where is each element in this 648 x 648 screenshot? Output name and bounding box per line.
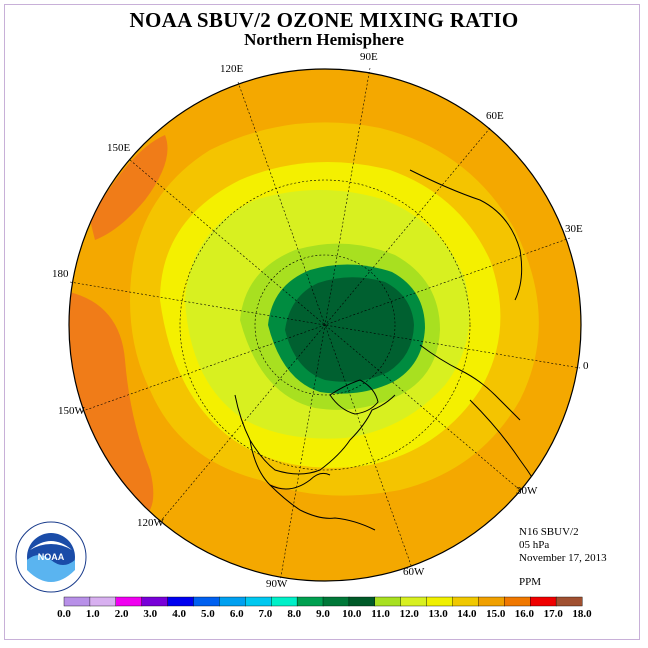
scale-tick-label: 4.0 [172,608,186,620]
scale-swatch [452,596,479,607]
scale-swatch [374,596,402,607]
scale-swatch [400,596,428,607]
info-date: November 17, 2013 [519,552,607,564]
scale-tick-label: 10.0 [342,608,362,620]
scale-tick-label: 3.0 [143,608,158,620]
info-level: 05 hPa [519,539,550,551]
lon-label-30e: 30E [565,223,583,235]
lon-label-150e: 150E [107,142,131,154]
info-instrument: N16 SBUV/2 [519,526,579,538]
scale-swatch [89,596,117,607]
scale-swatch [271,596,298,607]
map-boundary [68,68,582,582]
scale-swatch [245,596,272,607]
map-subtitle: Northern Hemisphere [244,30,404,49]
color-scale-swatches [63,596,583,607]
coast-gulf [249,439,331,490]
scale-tick-label: 12.0 [399,608,419,620]
noaa-logo: NOAA [15,521,87,593]
map-title: NOAA SBUV/2 OZONE MIXING RATIO [129,8,519,32]
scale-tick-label: 18.0 [572,608,592,620]
scale-tick-label: 15.0 [486,608,506,620]
scale-tick-label: 0.0 [57,608,71,620]
scale-tick-label: 2.0 [114,608,129,620]
scale-swatch [348,596,376,607]
meridian-150e-30w [129,159,521,491]
info-unit: PPM [519,576,542,588]
scale-tick-label: 8.0 [287,608,302,620]
scale-tick-label: 11.0 [371,608,390,620]
coast-europe [419,344,521,421]
lat-circle-inner [254,254,396,396]
noaa-logo-text: NOAA [38,552,65,562]
meridian-60e-120w [159,127,491,523]
scale-swatch [296,596,324,607]
scale-swatch [478,596,505,607]
graticule [69,67,581,583]
scale-tick-label: 17.0 [543,608,563,620]
scale-tick-label: 7.0 [258,608,273,620]
meridian-30e-150w [79,237,571,413]
lon-label-90w: 90W [266,578,288,590]
scale-tick-label: 13.0 [428,608,448,620]
scale-swatch [63,596,91,607]
scale-swatch [193,596,220,607]
scale-swatch [555,596,583,607]
scale-swatch [530,596,557,607]
scale-tick-label: 6.0 [229,608,244,620]
lon-label-0: 0 [583,360,589,372]
field-dark-orange-upper [90,135,168,240]
lat-circle-mid [179,179,471,471]
field-core [285,277,414,382]
scale-swatch [426,596,454,607]
lon-label-60w: 60W [403,566,425,578]
scale-swatch [115,596,143,607]
coast-central-america [269,484,376,531]
lon-label-60e: 60E [486,110,504,122]
scale-swatch [322,596,350,607]
scale-tick-label: 5.0 [201,608,215,620]
scale-swatch [504,596,531,607]
lon-label-180: 180 [52,268,69,280]
scale-swatch [141,596,169,607]
coast-asia [409,169,523,301]
lon-label-90e: 90E [360,51,378,63]
ozone-field [69,69,581,581]
lon-label-120w: 120W [137,517,164,529]
scale-tick-label: 9.0 [316,608,330,620]
scale-tick-label: 1.0 [85,608,100,620]
lon-label-30w: 30W [516,485,538,497]
scale-tick-label: 16.0 [514,608,535,620]
lon-label-150w: 150W [58,405,85,417]
lon-label-120e: 120E [220,63,244,75]
scale-swatch [167,596,195,607]
scale-swatch [219,596,246,607]
scale-tick-label: 14.0 [457,608,477,620]
figure-frame [4,4,640,640]
coast-greenland [329,379,379,415]
